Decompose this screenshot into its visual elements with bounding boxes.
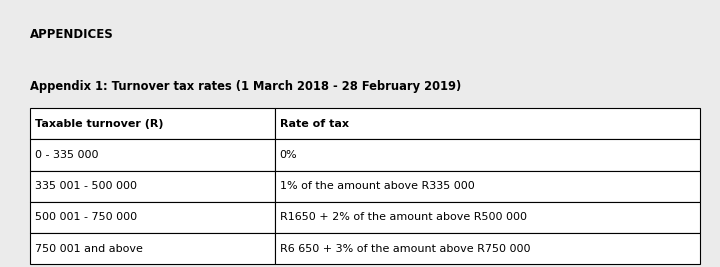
Text: 335 001 - 500 000: 335 001 - 500 000 <box>35 181 138 191</box>
Text: 0%: 0% <box>279 150 297 160</box>
Text: Rate of tax: Rate of tax <box>279 119 348 129</box>
Text: R6 650 + 3% of the amount above R750 000: R6 650 + 3% of the amount above R750 000 <box>279 244 530 254</box>
Bar <box>30 233 274 264</box>
Bar <box>30 171 274 202</box>
Text: Taxable turnover (R): Taxable turnover (R) <box>35 119 163 129</box>
Bar <box>274 171 700 202</box>
Bar <box>274 139 700 171</box>
Bar <box>274 202 700 233</box>
Bar <box>30 139 274 171</box>
Text: Appendix 1: Turnover tax rates (1 March 2018 - 28 February 2019): Appendix 1: Turnover tax rates (1 March … <box>30 80 462 93</box>
Bar <box>274 108 700 139</box>
Bar <box>274 233 700 264</box>
Bar <box>30 202 274 233</box>
Text: R1650 + 2% of the amount above R500 000: R1650 + 2% of the amount above R500 000 <box>279 213 527 222</box>
Bar <box>30 108 274 139</box>
Text: 750 001 and above: 750 001 and above <box>35 244 143 254</box>
Text: 1% of the amount above R335 000: 1% of the amount above R335 000 <box>279 181 474 191</box>
Text: 500 001 - 750 000: 500 001 - 750 000 <box>35 213 138 222</box>
Text: 0 - 335 000: 0 - 335 000 <box>35 150 99 160</box>
Text: APPENDICES: APPENDICES <box>30 28 114 41</box>
